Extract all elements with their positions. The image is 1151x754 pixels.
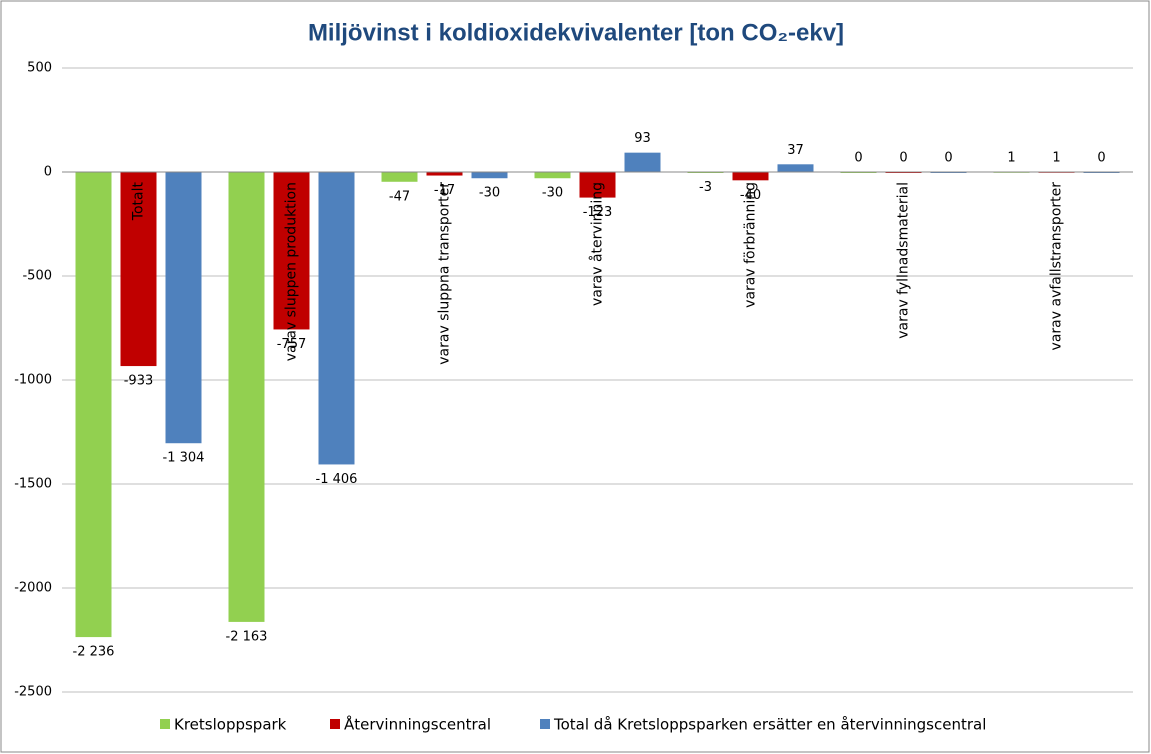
x-category-label: varav sluppna transporter [437,182,453,365]
bar [471,172,508,179]
y-tick-label: -1500 [14,477,52,492]
y-tick-label: -2000 [14,581,52,596]
value-label: 1 [1007,150,1015,165]
y-tick-label: 0 [44,165,52,180]
bar [318,172,355,465]
x-category-label: varav avfallstransporter [1049,182,1065,351]
value-label: 93 [634,131,651,146]
value-label: 0 [899,151,907,166]
y-tick-label: -2500 [14,685,52,700]
value-label: -47 [389,189,410,204]
y-tick-label: -500 [22,269,52,284]
legend-label: Kretsloppspark [174,716,287,734]
bar [165,172,202,444]
value-label: -1 304 [163,451,205,466]
legend-swatch [540,719,550,729]
legend-label: Återvinningscentral [344,715,491,734]
bar [426,172,463,176]
value-label: 0 [1097,151,1105,166]
x-category-label: varav återvinning [589,182,606,306]
bar [624,152,661,172]
bar [381,172,418,182]
y-tick-label: -1000 [14,373,52,388]
bar [228,172,265,622]
value-label: -30 [542,186,563,201]
value-label: -17 [434,183,455,198]
legend-swatch [160,719,170,729]
value-label: -2 236 [73,645,115,660]
value-label: -123 [583,205,613,220]
bar [777,164,814,172]
x-category-label: varav förbränning [743,182,759,308]
value-label: 37 [787,143,804,158]
x-category-label: Totalt [131,181,147,221]
value-label: -3 [699,180,712,195]
bar [75,172,112,638]
legend-label: Total då Kretsloppsparken ersätter en åt… [553,716,986,734]
bar [579,172,616,198]
value-label: -40 [740,188,761,203]
value-label: -933 [124,374,154,389]
bar [534,172,571,179]
bar [120,172,157,367]
legend-swatch [330,719,340,729]
value-label: 0 [944,151,952,166]
value-label: 1 [1052,150,1060,165]
value-label: -2 163 [226,629,268,644]
y-tick-label: 500 [27,61,52,76]
value-label: -1 406 [316,472,358,487]
chart-title: Miljövinst i koldioxidekvivalenter [ton … [308,19,844,46]
value-label: 0 [854,151,862,166]
bar [732,172,769,181]
value-label: -30 [479,186,500,201]
x-category-label: varav fyllnadsmaterial [896,182,912,339]
x-category-label: varav sluppen produktion [284,182,300,361]
bar [273,172,310,330]
value-label: -757 [277,337,307,352]
